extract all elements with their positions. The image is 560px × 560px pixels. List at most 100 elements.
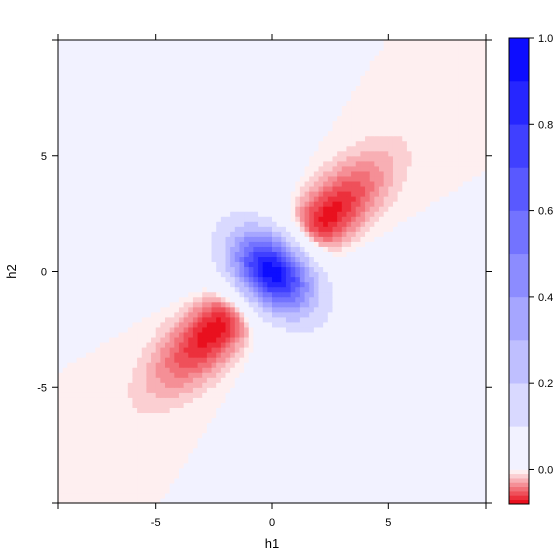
contour-cell — [272, 276, 278, 283]
contour-cell — [262, 462, 268, 469]
contour-cell — [216, 296, 222, 303]
contour-cell — [355, 472, 361, 479]
contour-cell — [58, 271, 64, 278]
contour-cell — [416, 261, 422, 268]
contour-cell — [220, 231, 227, 237]
contour-cell — [165, 422, 171, 429]
contour-cell — [234, 266, 241, 273]
contour-cell — [71, 402, 78, 408]
contour-cell — [392, 432, 399, 439]
contour-cell — [104, 402, 110, 408]
contour-cell — [453, 402, 459, 408]
contour-cell — [309, 266, 315, 273]
contour-cell — [406, 377, 413, 383]
contour-cell — [188, 392, 194, 398]
contour-cell — [146, 246, 152, 252]
contour-cell — [76, 482, 82, 489]
contour-cell — [58, 331, 64, 338]
contour-cell — [206, 326, 213, 333]
contour-cell — [402, 427, 408, 434]
contour-cell — [99, 387, 106, 393]
contour-cell — [434, 311, 441, 318]
contour-cell — [444, 467, 450, 474]
contour-cell — [379, 462, 385, 469]
contour-cell — [402, 246, 408, 252]
contour-cell — [462, 266, 468, 273]
contour-cell — [234, 422, 241, 429]
contour-cell — [81, 321, 87, 328]
contour-cell — [388, 352, 394, 358]
contour-cell — [174, 357, 180, 363]
contour-cell — [165, 382, 171, 388]
contour-cell — [81, 377, 87, 383]
contour-cell — [165, 412, 171, 419]
contour-cell — [67, 276, 73, 283]
contour-cell — [299, 256, 306, 263]
contour-cell — [192, 487, 199, 494]
contour-cell — [81, 231, 87, 237]
contour-cell — [444, 341, 450, 348]
contour-cell — [295, 266, 301, 273]
contour-cell — [118, 236, 124, 242]
contour-cell — [160, 407, 166, 414]
contour-cell — [206, 417, 213, 424]
contour-cell — [211, 377, 217, 383]
contour-cell — [211, 352, 217, 358]
contour-cell — [374, 412, 380, 419]
contour-cell — [430, 417, 436, 424]
contour-cell — [369, 341, 375, 348]
contour-cell — [481, 256, 487, 263]
contour-cell — [379, 276, 385, 283]
contour-cell — [337, 306, 343, 313]
contour-cell — [253, 362, 259, 368]
contour-cell — [281, 362, 287, 368]
contour-cell — [360, 487, 366, 494]
contour-cell — [402, 382, 408, 388]
contour-cell — [323, 346, 329, 353]
contour-cell — [383, 477, 389, 484]
contour-cell — [313, 492, 320, 499]
contour-cell — [313, 352, 320, 358]
contour-cell — [58, 286, 64, 293]
contour-cell — [169, 382, 175, 388]
contour-cell — [476, 387, 482, 393]
contour-cell — [285, 306, 292, 313]
contour-cell — [220, 311, 227, 318]
contour-cell — [258, 432, 264, 439]
contour-cell — [444, 362, 450, 368]
contour-cell — [285, 231, 292, 237]
contour-cell — [453, 442, 459, 449]
contour-cell — [430, 276, 436, 283]
contour-cell — [476, 437, 482, 444]
contour-cell — [467, 432, 473, 439]
contour-cell — [379, 437, 385, 444]
contour-cell — [67, 316, 73, 323]
contour-cell — [113, 382, 120, 388]
contour-cell — [174, 467, 180, 474]
contour-cell — [95, 367, 101, 373]
contour-cell — [299, 382, 306, 388]
contour-cell — [85, 261, 92, 268]
contour-cell — [118, 291, 124, 298]
contour-cell — [90, 346, 96, 353]
contour-cell — [281, 412, 287, 419]
contour-cell — [104, 397, 110, 403]
contour-cell — [472, 246, 478, 252]
contour-cell — [430, 412, 436, 419]
contour-cell — [62, 477, 68, 484]
contour-cell — [448, 231, 455, 237]
contour-cell — [216, 301, 222, 308]
contour-cell — [220, 412, 227, 419]
contour-cell — [313, 402, 320, 408]
contour-cell — [439, 316, 445, 323]
contour-cell — [225, 367, 231, 373]
contour-cell — [411, 442, 417, 449]
contour-cell — [392, 497, 399, 504]
contour-cell — [262, 387, 268, 393]
contour-cell — [90, 482, 96, 489]
contour-cell — [365, 321, 371, 328]
contour-cell — [476, 316, 482, 323]
contour-cell — [137, 497, 143, 504]
contour-cell — [355, 326, 361, 333]
contour-cell — [374, 281, 380, 288]
